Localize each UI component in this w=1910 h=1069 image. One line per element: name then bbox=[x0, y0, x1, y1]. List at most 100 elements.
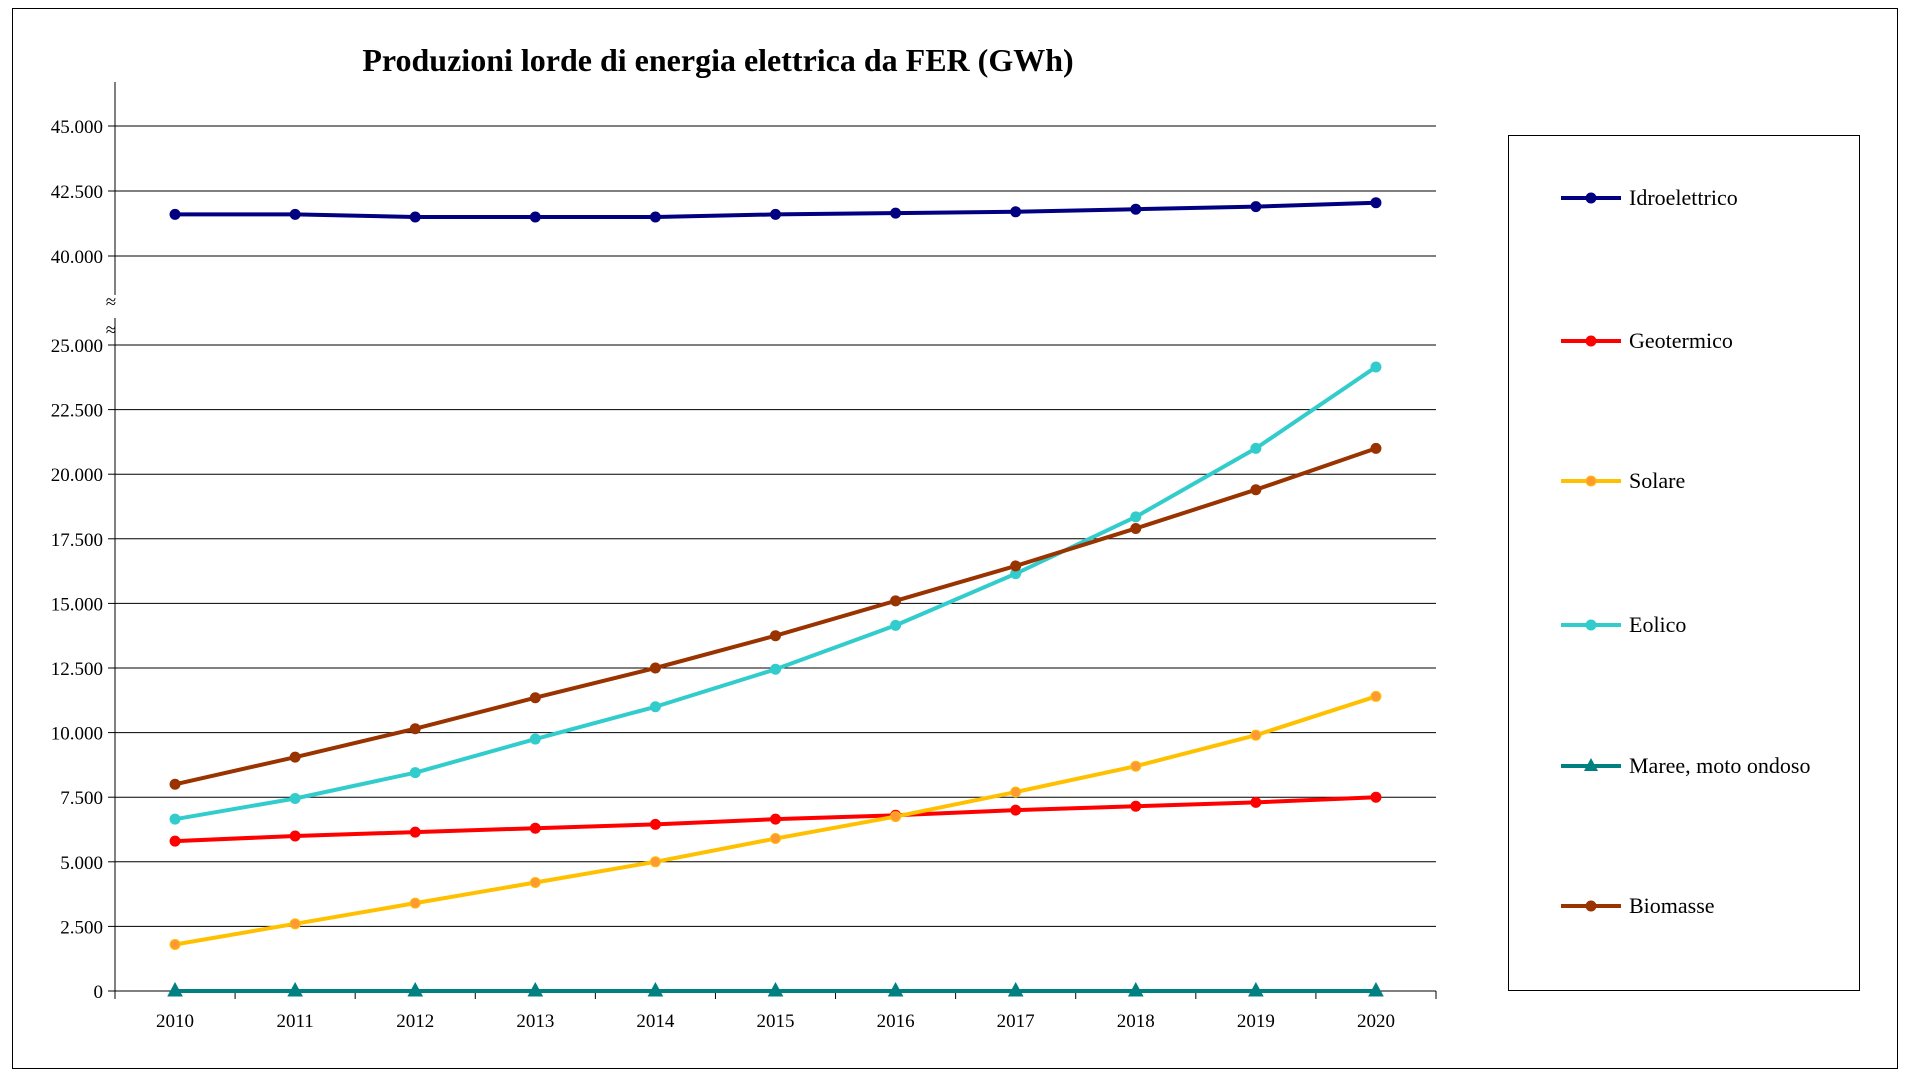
x-tick-label: 2018 bbox=[1117, 1011, 1155, 1032]
data-point bbox=[1250, 484, 1262, 496]
legend-item: Biomasse bbox=[1559, 891, 1715, 921]
data-point bbox=[1010, 786, 1022, 798]
data-point bbox=[289, 751, 301, 763]
data-point bbox=[649, 211, 661, 223]
data-point bbox=[1250, 442, 1262, 454]
data-point bbox=[169, 778, 181, 790]
legend-label: Idroelettrico bbox=[1629, 185, 1738, 210]
data-point bbox=[1370, 442, 1382, 454]
data-point bbox=[167, 981, 183, 997]
data-point bbox=[890, 207, 902, 219]
data-point bbox=[529, 211, 541, 223]
y-tick-label: 5.000 bbox=[60, 853, 103, 874]
axis-break-mark: ≈ bbox=[106, 320, 116, 341]
data-point bbox=[767, 981, 784, 997]
x-tick-label: 2020 bbox=[1357, 1011, 1395, 1032]
data-point bbox=[1130, 800, 1142, 812]
legend: Idroelettrico Geotermico Solare Eolico Maree… bbox=[1508, 135, 1860, 991]
data-point bbox=[1127, 981, 1144, 997]
x-tick-label: 2017 bbox=[997, 1011, 1035, 1032]
y-tick-label: 12.500 bbox=[51, 659, 103, 680]
data-point bbox=[289, 792, 301, 804]
legend-label: Maree, moto ondoso bbox=[1629, 753, 1811, 778]
x-tick-label: 2012 bbox=[396, 1011, 434, 1032]
data-point bbox=[1130, 203, 1142, 215]
data-point bbox=[770, 208, 781, 220]
x-tick-label: 2014 bbox=[636, 1011, 675, 1032]
data-point bbox=[1130, 511, 1142, 523]
series-line bbox=[174, 446, 1377, 787]
y-tick-label: 42.500 bbox=[51, 182, 103, 203]
y-tick-label: 22.500 bbox=[51, 401, 103, 422]
data-point bbox=[1130, 760, 1142, 772]
data-point bbox=[647, 981, 664, 997]
legend-item: Maree, moto ondoso bbox=[1559, 751, 1810, 781]
data-point bbox=[1370, 361, 1382, 373]
legend-item: Idroelettrico bbox=[1559, 183, 1738, 213]
data-point bbox=[1248, 981, 1264, 997]
y-tick-label: 7.500 bbox=[60, 788, 103, 809]
y-tick-label: 15.000 bbox=[51, 594, 103, 615]
legend-item: Geotermico bbox=[1559, 326, 1733, 356]
data-point bbox=[649, 818, 661, 830]
x-tick-label: 2011 bbox=[276, 1011, 313, 1032]
x-tick-label: 2010 bbox=[156, 1011, 194, 1032]
legend-swatch bbox=[1561, 619, 1621, 631]
data-point bbox=[649, 701, 661, 713]
data-point bbox=[169, 208, 181, 220]
data-point bbox=[1010, 560, 1022, 572]
data-point bbox=[169, 813, 181, 825]
data-point bbox=[409, 897, 421, 909]
y-tick-label: 45.000 bbox=[51, 117, 103, 138]
y-tick-label: 20.000 bbox=[51, 465, 103, 486]
data-point bbox=[770, 663, 781, 675]
legend-item: Solare bbox=[1559, 466, 1685, 496]
data-point bbox=[529, 692, 541, 704]
data-point bbox=[649, 662, 661, 674]
data-point bbox=[527, 981, 544, 997]
data-point bbox=[1370, 791, 1382, 803]
data-point bbox=[649, 856, 661, 868]
data-point bbox=[409, 767, 421, 779]
data-point bbox=[1010, 804, 1022, 816]
y-tick-label: 0 bbox=[94, 982, 104, 1003]
data-point bbox=[1370, 690, 1382, 702]
data-point bbox=[289, 208, 301, 220]
x-tick-label: 2019 bbox=[1237, 1011, 1275, 1032]
y-tick-label: 25.000 bbox=[51, 336, 103, 357]
legend-swatch bbox=[1561, 192, 1621, 204]
data-point bbox=[169, 938, 181, 950]
data-point bbox=[890, 619, 902, 631]
x-tick-label: 2015 bbox=[757, 1011, 795, 1032]
data-point bbox=[407, 981, 424, 997]
legend-label: Biomasse bbox=[1629, 893, 1715, 918]
data-point bbox=[1368, 981, 1384, 997]
legend-swatch bbox=[1561, 900, 1621, 912]
data-point bbox=[1370, 197, 1382, 209]
data-point bbox=[1250, 729, 1262, 741]
legend-label: Eolico bbox=[1629, 612, 1687, 637]
x-tick-label: 2016 bbox=[877, 1011, 915, 1032]
data-point bbox=[287, 981, 303, 997]
data-point bbox=[169, 835, 181, 847]
data-point bbox=[1250, 796, 1262, 808]
y-tick-label: 40.000 bbox=[51, 247, 103, 268]
data-point bbox=[1010, 206, 1022, 218]
axis-break-mark: ≈ bbox=[106, 292, 116, 313]
x-tick-label: 2013 bbox=[516, 1011, 554, 1032]
y-tick-label: 10.000 bbox=[51, 724, 103, 745]
data-point bbox=[890, 811, 902, 823]
data-point bbox=[409, 723, 421, 735]
data-point bbox=[409, 826, 421, 838]
chart-title: Produzioni lorde di energia elettrica da… bbox=[362, 42, 1074, 78]
data-point bbox=[770, 833, 781, 845]
data-point bbox=[529, 822, 541, 834]
data-point bbox=[770, 813, 781, 825]
data-point bbox=[770, 630, 781, 642]
legend-label: Solare bbox=[1629, 468, 1686, 493]
data-point bbox=[289, 918, 301, 930]
legend-swatch bbox=[1561, 335, 1621, 347]
legend-item: Eolico bbox=[1559, 610, 1686, 640]
legend-label: Geotermico bbox=[1629, 328, 1733, 353]
